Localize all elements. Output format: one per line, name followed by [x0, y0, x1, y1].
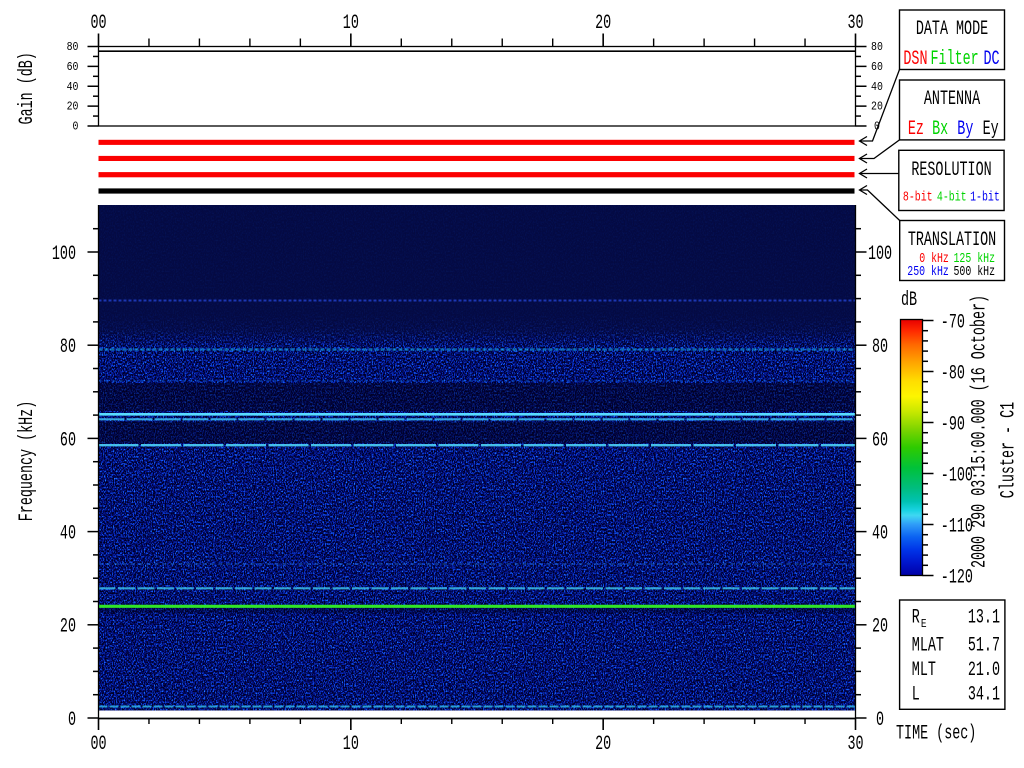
svg-text:20: 20 [67, 101, 79, 114]
svg-text:80: 80 [60, 337, 76, 359]
svg-text:DSN: DSN [903, 49, 927, 71]
svg-text:-100: -100 [941, 465, 973, 487]
svg-text:ANTENNA: ANTENNA [924, 89, 981, 111]
svg-text:100: 100 [52, 244, 76, 266]
svg-text:30: 30 [847, 13, 863, 35]
svg-text:TIME (sec): TIME (sec) [896, 723, 976, 745]
svg-text:40: 40 [67, 81, 79, 94]
svg-text:13.1: 13.1 [968, 607, 1000, 629]
svg-text:-110: -110 [941, 516, 973, 538]
svg-text:100: 100 [868, 244, 892, 266]
svg-text:0 kHz: 0 kHz [919, 250, 949, 266]
svg-text:2000 290 03:15:00.000 (16 Octo: 2000 290 03:15:00.000 (16 October) [969, 295, 991, 568]
svg-text:80: 80 [67, 41, 79, 54]
svg-text:30: 30 [847, 733, 863, 755]
svg-text:MLT: MLT [912, 659, 936, 681]
svg-text:-90: -90 [941, 414, 965, 436]
svg-text:-80: -80 [941, 363, 965, 385]
svg-text:DATA MODE: DATA MODE [916, 18, 988, 40]
svg-text:L: L [912, 684, 920, 706]
svg-text:-70: -70 [941, 312, 965, 334]
svg-text:20: 20 [595, 13, 611, 35]
svg-text:80: 80 [872, 337, 888, 359]
svg-text:10: 10 [343, 733, 359, 755]
svg-text:60: 60 [67, 61, 79, 74]
svg-text:-120: -120 [941, 567, 973, 589]
svg-text:RESOLUTION: RESOLUTION [911, 160, 991, 182]
svg-text:TRANSLATION: TRANSLATION [908, 230, 996, 252]
svg-text:Filter: Filter [931, 49, 979, 71]
svg-text:DC: DC [984, 49, 1000, 71]
svg-text:dB: dB [901, 290, 917, 312]
svg-text:60: 60 [872, 430, 888, 452]
svg-text:8-bit: 8-bit [903, 189, 933, 205]
svg-text:40: 40 [60, 523, 76, 545]
svg-text:4-bit: 4-bit [937, 189, 967, 205]
svg-text:Cluster - C1: Cluster - C1 [998, 402, 1020, 498]
svg-text:00: 00 [90, 733, 106, 755]
svg-text:0: 0 [68, 710, 76, 732]
svg-text:20: 20 [872, 616, 888, 638]
svg-text:0: 0 [73, 121, 79, 134]
svg-text:60: 60 [871, 61, 883, 74]
svg-text:250 kHz: 250 kHz [907, 263, 949, 279]
svg-text:Ey: Ey [983, 118, 999, 140]
svg-text:60: 60 [60, 430, 76, 452]
svg-text:20: 20 [871, 101, 883, 114]
svg-text:21.0: 21.0 [968, 659, 1000, 681]
svg-text:R: R [912, 607, 920, 629]
svg-text:40: 40 [871, 81, 883, 94]
svg-text:40: 40 [872, 523, 888, 545]
svg-text:500 kHz: 500 kHz [954, 263, 996, 279]
svg-text:00: 00 [90, 13, 106, 35]
svg-text:Bx: Bx [932, 118, 948, 140]
svg-text:125 kHz: 125 kHz [954, 250, 996, 266]
svg-text:51.7: 51.7 [968, 635, 1000, 657]
svg-text:10: 10 [343, 13, 359, 35]
svg-text:1-bit: 1-bit [970, 189, 1000, 205]
svg-text:Gain (dB): Gain (dB) [17, 52, 39, 124]
svg-text:0: 0 [876, 710, 884, 732]
svg-text:20: 20 [60, 616, 76, 638]
svg-text:20: 20 [595, 733, 611, 755]
svg-text:MLAT: MLAT [912, 635, 944, 657]
svg-text:Ez: Ez [908, 118, 924, 140]
svg-text:Frequency (kHz): Frequency (kHz) [17, 401, 39, 521]
svg-text:E: E [921, 618, 927, 631]
svg-text:80: 80 [871, 41, 883, 54]
svg-text:By: By [957, 118, 973, 140]
svg-text:34.1: 34.1 [968, 684, 1000, 706]
